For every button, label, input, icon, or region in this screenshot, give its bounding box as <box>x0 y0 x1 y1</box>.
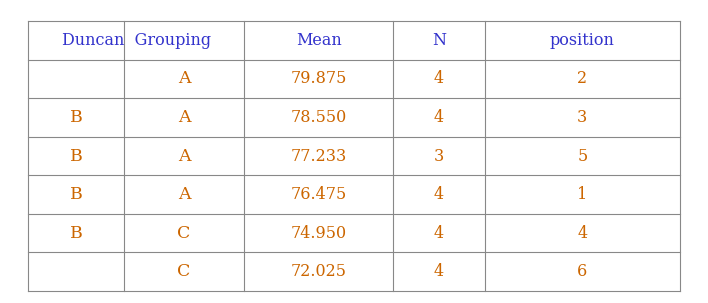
Text: Duncan  Grouping: Duncan Grouping <box>62 32 211 49</box>
Text: 72.025: 72.025 <box>290 263 347 280</box>
Text: 1: 1 <box>577 186 588 203</box>
Text: B: B <box>69 148 83 165</box>
Text: 74.950: 74.950 <box>290 225 347 241</box>
Text: 4: 4 <box>434 263 444 280</box>
Text: B: B <box>69 109 83 126</box>
Text: B: B <box>69 225 83 241</box>
Text: 78.550: 78.550 <box>290 109 347 126</box>
Text: A: A <box>178 148 190 165</box>
Text: N: N <box>432 32 446 49</box>
Text: 4: 4 <box>577 225 588 241</box>
Text: 4: 4 <box>434 71 444 88</box>
Text: A: A <box>178 71 190 88</box>
Text: position: position <box>550 32 615 49</box>
Text: A: A <box>178 109 190 126</box>
Text: 3: 3 <box>577 109 588 126</box>
Text: 5: 5 <box>577 148 588 165</box>
Text: 77.233: 77.233 <box>290 148 347 165</box>
Text: 2: 2 <box>577 71 588 88</box>
Text: 3: 3 <box>434 148 444 165</box>
Text: 76.475: 76.475 <box>290 186 347 203</box>
Text: 4: 4 <box>434 109 444 126</box>
Text: B: B <box>69 186 83 203</box>
Text: C: C <box>178 225 190 241</box>
Text: 4: 4 <box>434 186 444 203</box>
Text: 6: 6 <box>577 263 588 280</box>
Text: 4: 4 <box>434 225 444 241</box>
Text: A: A <box>178 186 190 203</box>
Text: 79.875: 79.875 <box>290 71 347 88</box>
Text: Mean: Mean <box>296 32 341 49</box>
Text: C: C <box>178 263 190 280</box>
